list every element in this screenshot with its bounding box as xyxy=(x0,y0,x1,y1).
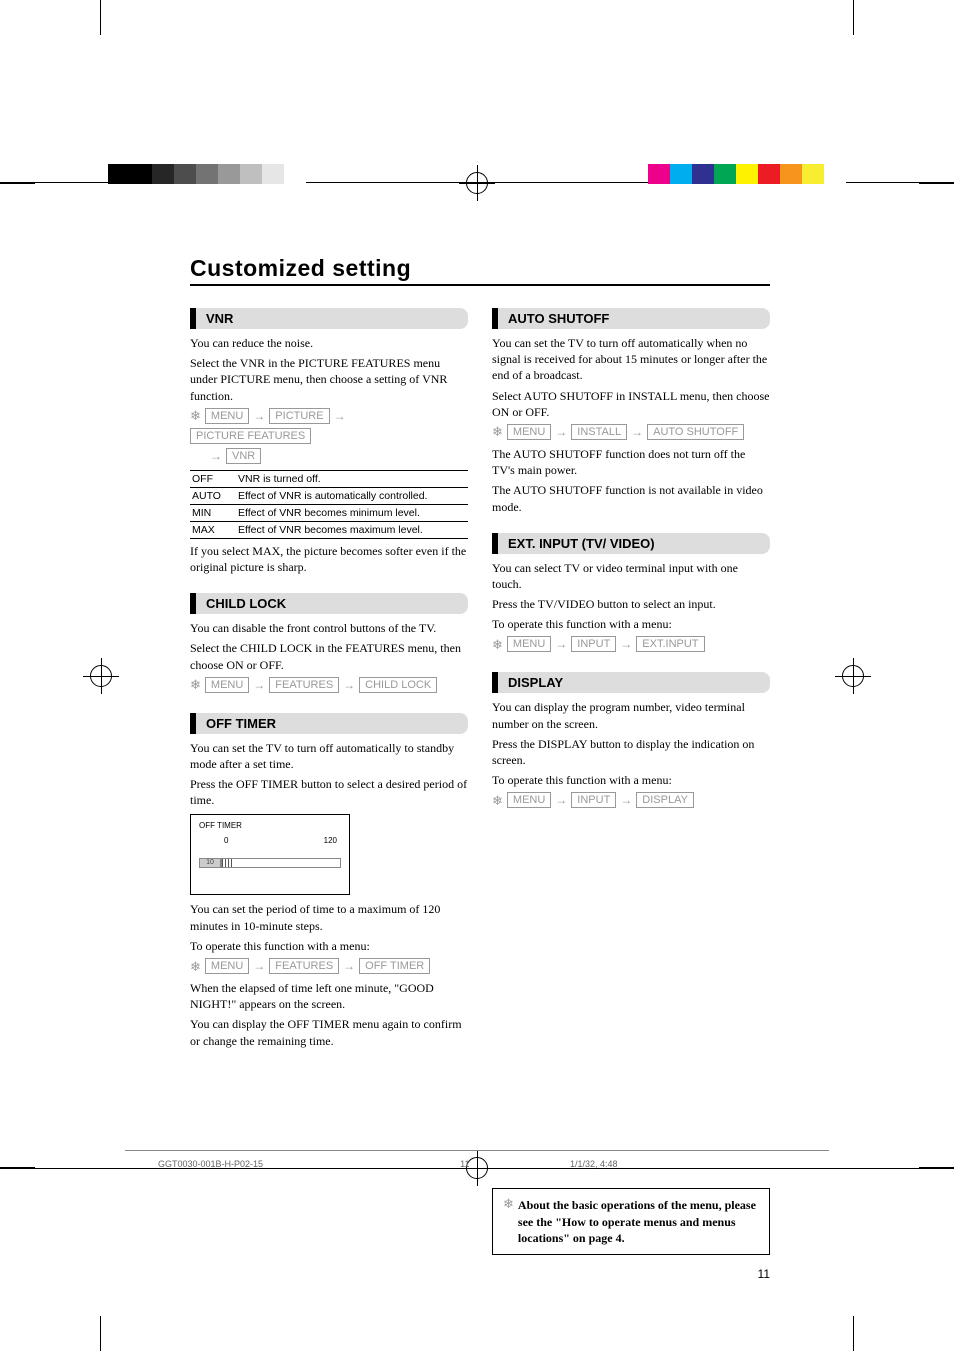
table-cell: Effect of VNR is automatically controlle… xyxy=(236,487,468,504)
paragraph: Press the DISPLAY button to display the … xyxy=(492,736,770,768)
page-number: 11 xyxy=(492,1267,770,1281)
footer-page: 11 xyxy=(460,1159,469,1169)
table-cell: Effect of VNR becomes minimum level. xyxy=(236,504,468,521)
menu-path-vnr: ❄ MENU→ PICTURE→ PICTURE FEATURES xyxy=(190,408,468,444)
footer-doc-id: GGT0030-001B-H-P02-15 xyxy=(158,1159,263,1169)
snowflake-icon: ❄ xyxy=(492,794,503,807)
right-column: AUTO SHUTOFF You can set the TV to turn … xyxy=(492,300,770,1281)
section-heading-extinput: EXT. INPUT (TV/ VIDEO) xyxy=(492,533,770,554)
paragraph: When the elapsed of time left one minute… xyxy=(190,980,468,1012)
paragraph: To operate this function with a menu: xyxy=(492,772,770,788)
paragraph: Select the CHILD LOCK in the FEATURES me… xyxy=(190,640,468,672)
paragraph: The AUTO SHUTOFF function does not turn … xyxy=(492,446,770,478)
paragraph: To operate this function with a menu: xyxy=(190,938,468,954)
off-timer-diagram: OFF TIMER 0 120 10 xyxy=(190,814,350,895)
table-cell: AUTO xyxy=(190,487,236,504)
diagram-label: OFF TIMER xyxy=(199,821,341,830)
paragraph: Press the OFF TIMER button to select a d… xyxy=(190,776,468,808)
paragraph: You can display the OFF TIMER menu again… xyxy=(190,1016,468,1048)
paragraph: You can set the TV to turn off automatic… xyxy=(492,335,770,384)
menu-path-childlock: ❄ MENU→ FEATURES→ CHILD LOCK xyxy=(190,677,468,693)
page-content: Customized setting VNR You can reduce th… xyxy=(190,255,770,1281)
snowflake-icon: ❄ xyxy=(503,1197,514,1246)
scale-current: 10 xyxy=(199,858,221,868)
menu-path-autoshutoff: ❄ MENU→ INSTALL→ AUTO SHUTOFF xyxy=(492,424,770,440)
snowflake-icon: ❄ xyxy=(492,638,503,651)
section-heading-offtimer: OFF TIMER xyxy=(190,713,468,734)
color-bar-grayscale xyxy=(108,164,306,184)
paragraph: Press the TV/VIDEO button to select an i… xyxy=(492,596,770,612)
paragraph: The AUTO SHUTOFF function is not availab… xyxy=(492,482,770,514)
paragraph: Select AUTO SHUTOFF in INSTALL menu, the… xyxy=(492,388,770,420)
paragraph: You can set the TV to turn off automatic… xyxy=(190,740,468,772)
section-heading-vnr: VNR xyxy=(190,308,468,329)
table-cell: VNR is turned off. xyxy=(236,470,468,487)
table-cell: MAX xyxy=(190,521,236,538)
paragraph: You can reduce the noise. xyxy=(190,335,468,351)
left-column: VNR You can reduce the noise. Select the… xyxy=(190,300,468,1281)
table-cell: OFF xyxy=(190,470,236,487)
paragraph: You can set the period of time to a maxi… xyxy=(190,901,468,933)
note-text: About the basic operations of the menu, … xyxy=(518,1197,759,1246)
page-title: Customized setting xyxy=(190,255,770,286)
paragraph: You can disable the front control button… xyxy=(190,620,468,636)
menu-path-display: ❄ MENU→ INPUT→ DISPLAY xyxy=(492,792,770,808)
table-cell: MIN xyxy=(190,504,236,521)
table-cell: Effect of VNR becomes maximum level. xyxy=(236,521,468,538)
scale-max: 120 xyxy=(324,836,337,845)
snowflake-icon: ❄ xyxy=(190,960,201,973)
scale-min: 0 xyxy=(224,836,228,845)
footer-timestamp: 1/1/32, 4:48 xyxy=(570,1159,618,1169)
snowflake-icon: ❄ xyxy=(190,409,201,422)
snowflake-icon: ❄ xyxy=(492,425,503,438)
section-heading-display: DISPLAY xyxy=(492,672,770,693)
paragraph: Select the VNR in the PICTURE FEATURES m… xyxy=(190,355,468,404)
snowflake-icon: ❄ xyxy=(190,678,201,691)
footer-rule xyxy=(125,1150,829,1151)
section-heading-autoshutoff: AUTO SHUTOFF xyxy=(492,308,770,329)
menu-path-extinput: ❄ MENU→ INPUT→ EXT.INPUT xyxy=(492,636,770,652)
note-box: ❄ About the basic operations of the menu… xyxy=(492,1188,770,1255)
menu-path-offtimer: ❄ MENU→ FEATURES→ OFF TIMER xyxy=(190,958,468,974)
paragraph: To operate this function with a menu: xyxy=(492,616,770,632)
paragraph: You can display the program number, vide… xyxy=(492,699,770,731)
vnr-table: OFFVNR is turned off. AUTOEffect of VNR … xyxy=(190,470,468,539)
color-bar-cmyk xyxy=(648,164,846,184)
paragraph: If you select MAX, the picture becomes s… xyxy=(190,543,468,575)
section-heading-childlock: CHILD LOCK xyxy=(190,593,468,614)
paragraph: You can select TV or video terminal inpu… xyxy=(492,560,770,592)
